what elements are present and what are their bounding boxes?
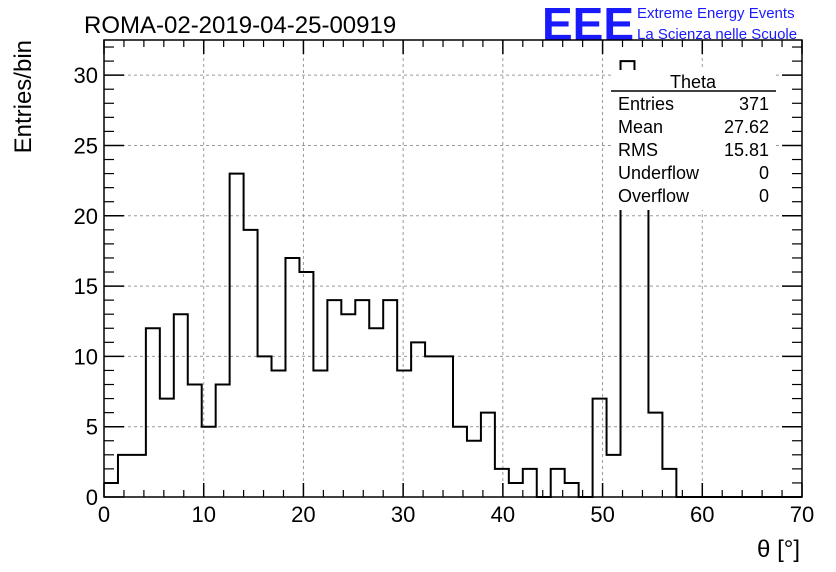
y-axis-label: Entries/bin bbox=[10, 40, 37, 153]
stats-box: Theta Entries 371 Mean 27.62 RMS 15.81 Underfl… bbox=[611, 70, 776, 210]
x-axis-label: θ [°] bbox=[757, 536, 800, 563]
stats-value: 0 bbox=[759, 163, 769, 183]
stats-value: 371 bbox=[739, 94, 769, 114]
histogram-bin bbox=[327, 300, 341, 497]
y-tick-labels: 0 5 10 15 20 25 30 bbox=[74, 63, 98, 510]
plot-frame bbox=[103, 39, 803, 498]
y-tick-label: 20 bbox=[74, 204, 98, 229]
x-tick-label: 0 bbox=[98, 502, 110, 527]
logo-line-2: La Scienza nelle Scuole bbox=[637, 26, 797, 43]
y-tick-label: 15 bbox=[74, 274, 98, 299]
histogram-bin bbox=[118, 455, 132, 497]
stats-label: Overflow bbox=[618, 186, 690, 206]
x-tick-label: 20 bbox=[291, 502, 315, 527]
stats-value: 15.81 bbox=[724, 140, 769, 160]
histogram-bin bbox=[174, 314, 188, 497]
histogram-bin bbox=[230, 174, 244, 497]
histogram-bin bbox=[104, 483, 118, 497]
histogram-bin bbox=[369, 328, 383, 497]
histogram-bin bbox=[648, 413, 662, 497]
histogram-bin bbox=[453, 427, 467, 497]
histogram-bin bbox=[285, 258, 299, 497]
stats-value: 0 bbox=[759, 186, 769, 206]
stats-value: 27.62 bbox=[724, 117, 769, 137]
histogram-bin bbox=[607, 455, 621, 497]
x-tick-label: 30 bbox=[391, 502, 415, 527]
histogram-bin bbox=[272, 370, 286, 497]
histogram-bin bbox=[662, 469, 676, 497]
stats-rows: Entries 371 Mean 27.62 RMS 15.81 Underflow 0 Ove… bbox=[618, 94, 769, 206]
histogram-bin bbox=[258, 356, 272, 497]
histogram-bin bbox=[495, 469, 509, 497]
x-tick-label: 70 bbox=[790, 502, 814, 527]
y-tick-label: 5 bbox=[86, 415, 98, 440]
histogram-bin bbox=[509, 483, 523, 497]
histogram-bin bbox=[481, 413, 495, 497]
histogram-bin bbox=[244, 230, 258, 497]
histogram-bin bbox=[216, 385, 230, 497]
stats-header: Theta bbox=[670, 72, 717, 92]
histogram-bin bbox=[146, 328, 160, 497]
stats-label: Underflow bbox=[618, 163, 700, 183]
stats-label: Mean bbox=[618, 117, 663, 137]
histogram-bin bbox=[188, 385, 202, 497]
x-tick-label: 10 bbox=[191, 502, 215, 527]
y-tick-label: 25 bbox=[74, 133, 98, 158]
x-tick-label: 60 bbox=[690, 502, 714, 527]
histogram-bin bbox=[160, 399, 174, 497]
stats-label: Entries bbox=[618, 94, 674, 114]
logo-mark: EEE bbox=[542, 0, 634, 50]
x-tick-labels: 0 10 20 30 40 50 60 70 bbox=[98, 502, 814, 527]
y-tick-label: 10 bbox=[74, 344, 98, 369]
histogram-bin bbox=[411, 342, 425, 497]
logo: EEE Extreme Energy Events La Scienza nel… bbox=[542, 0, 797, 50]
histogram-bin bbox=[383, 300, 397, 497]
histogram-bin bbox=[565, 483, 579, 497]
histogram-bin bbox=[467, 441, 481, 497]
histogram-bin bbox=[397, 370, 411, 497]
stats-background bbox=[611, 70, 776, 210]
logo-line-1: Extreme Energy Events bbox=[637, 5, 795, 22]
histogram-bin bbox=[355, 300, 369, 497]
y-tick-label: 0 bbox=[86, 485, 98, 510]
x-tick-label: 40 bbox=[491, 502, 515, 527]
histogram-bin bbox=[299, 272, 313, 497]
x-tick-label: 50 bbox=[590, 502, 614, 527]
histogram-bin bbox=[593, 399, 607, 497]
stats-label: RMS bbox=[618, 140, 658, 160]
chart-title: ROMA-02-2019-04-25-00919 bbox=[84, 12, 396, 39]
histogram-bin bbox=[313, 370, 327, 497]
histogram-bin bbox=[523, 469, 537, 497]
histogram-bin bbox=[341, 314, 355, 497]
y-tick-label: 30 bbox=[74, 63, 98, 88]
